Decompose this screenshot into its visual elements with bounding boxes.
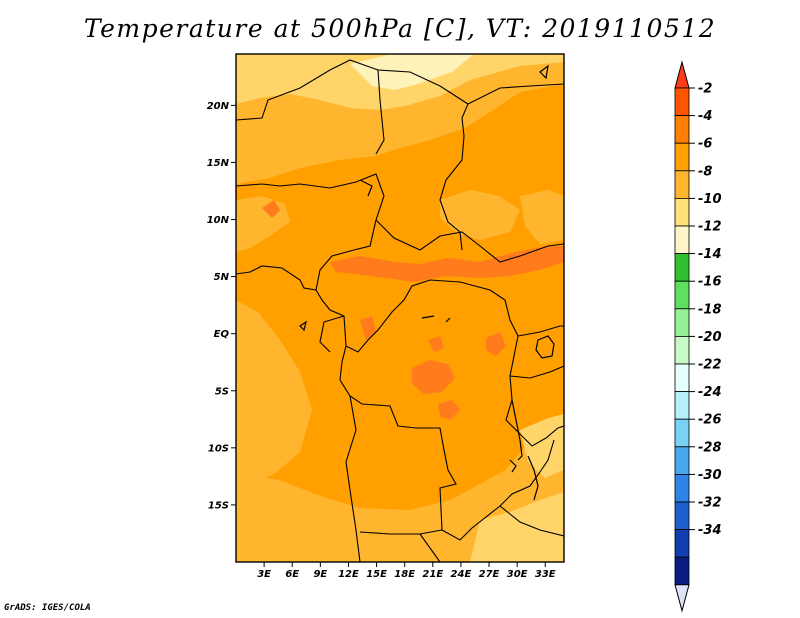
lon-tick-label: 18E	[394, 569, 415, 580]
lon-tick-label: 27E	[479, 569, 500, 580]
lat-tick-label: 10S	[208, 443, 229, 454]
colorbar: -2 -4 -6 -8 -10 -12 -14 -16 -18 -20 -22 -24 -26 -28 -3…	[674, 60, 722, 613]
map-title: Temperature at 500hPa [C], VT: 201911051…	[83, 14, 717, 43]
field-coolest-streak	[350, 54, 474, 90]
field-east-patch	[520, 190, 564, 244]
colorbar-swatch	[674, 473, 690, 503]
lat-tick-label: 20N	[207, 101, 230, 112]
lon-tick-label: 3E	[257, 569, 271, 580]
field-warm-patch-4	[262, 200, 280, 218]
colorbar-label: -14	[698, 247, 722, 262]
field-southeast-light	[470, 492, 564, 562]
credit-text: GrADS: IGES/COLA	[4, 603, 91, 613]
lakes-and-coast	[299, 64, 555, 501]
country-borders	[236, 59, 564, 562]
colorbar-label: -18	[698, 302, 722, 317]
temperature-map	[236, 54, 564, 562]
lat-tick-label: 10N	[207, 215, 230, 226]
colorbar-swatch	[674, 335, 690, 365]
field-warm-patch-3	[486, 332, 506, 356]
latitude-axis: 20N 15N 10N 5N EQ 5S 10S 15S	[207, 101, 236, 511]
lat-tick-label: 15N	[207, 158, 230, 169]
lat-tick-label: 15S	[208, 500, 229, 511]
lon-tick-label: 30E	[507, 569, 528, 580]
colorbar-label: -6	[698, 137, 712, 152]
lat-tick-label: 5N	[214, 272, 230, 283]
colorbar-swatch	[674, 363, 690, 393]
colorbar-swatch	[674, 87, 690, 117]
colorbar-label: -22	[698, 358, 722, 373]
field-warm-patch-2	[438, 400, 460, 420]
colorbar-label: -12	[698, 220, 722, 235]
colorbar-swatch	[674, 391, 690, 420]
field-west-coast-band	[236, 300, 312, 486]
colorbar-label: -4	[698, 109, 712, 124]
colorbar-label: -16	[698, 275, 722, 290]
colorbar-label: -32	[698, 496, 722, 511]
colorbar-label: -10	[698, 192, 722, 207]
lon-tick-label: 9E	[313, 569, 327, 580]
colorbar-swatch	[674, 142, 690, 172]
field-sudan-patch	[440, 190, 520, 240]
colorbar-label: -2	[698, 82, 712, 97]
lon-tick-label: 15E	[366, 569, 387, 580]
colorbar-label: -34	[698, 523, 722, 538]
colorbar-swatch	[674, 225, 690, 255]
lat-tick-label: EQ	[214, 329, 230, 340]
colorbar-top-arrow	[674, 60, 690, 89]
colorbar-label: -24	[698, 385, 722, 400]
lon-tick-label: 12E	[338, 569, 359, 580]
colorbar-swatch	[674, 418, 690, 448]
lon-tick-label: 33E	[535, 569, 556, 580]
colorbar-label: -30	[698, 468, 722, 483]
colorbar-label: -28	[698, 440, 722, 455]
field-warm-patch-5	[360, 316, 376, 340]
colorbar-swatch	[674, 170, 690, 199]
colorbar-swatch	[674, 446, 690, 475]
colorbar-swatch	[674, 501, 690, 531]
map-frame	[235, 53, 565, 563]
field-warm-patch-1	[412, 360, 455, 394]
lat-tick-label: 5S	[215, 386, 229, 397]
colorbar-swatch	[674, 280, 690, 310]
colorbar-swatch	[674, 253, 690, 282]
field-warm-belt	[330, 246, 564, 282]
lon-tick-label: 24E	[451, 569, 472, 580]
longitude-axis: 3E 6E 9E 12E 15E 18E 21E 24E 27E 30E 33E	[257, 562, 556, 580]
colorbar-label: -26	[698, 413, 722, 428]
colorbar-swatch	[674, 197, 690, 227]
colorbar-swatch	[674, 308, 690, 337]
colorbar-label: -8	[698, 164, 712, 179]
lon-tick-label: 6E	[285, 569, 299, 580]
colorbar-label: -20	[698, 330, 722, 345]
field-warm-patch-6	[428, 336, 444, 352]
lon-tick-label: 21E	[422, 569, 443, 580]
colorbar-swatch	[674, 115, 690, 144]
colorbar-swatch	[674, 556, 690, 586]
colorbar-bottom-arrow	[674, 584, 690, 613]
colorbar-swatch	[674, 529, 690, 558]
